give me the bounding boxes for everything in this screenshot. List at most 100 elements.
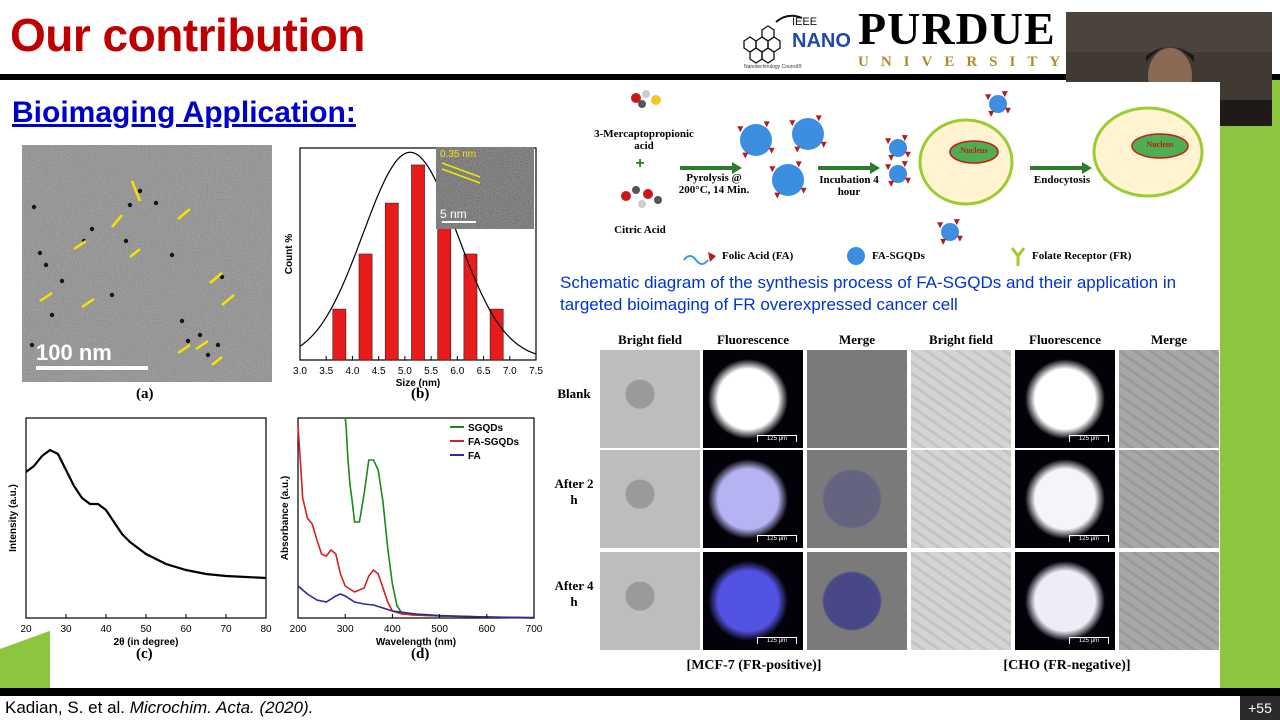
legend-entry: SGQDs <box>468 423 503 434</box>
nanoparticle-dot <box>123 238 129 244</box>
x-tick-label: 200 <box>290 624 307 635</box>
cell-imaging-grid: Bright field Fluorescence Merge Bright fiel… <box>550 326 1220 684</box>
fa-sgqd-particle <box>772 164 804 196</box>
nanoparticle-dot <box>59 278 65 284</box>
row-header: After 4 h <box>554 578 594 609</box>
fa-ligand <box>985 94 992 101</box>
nanoparticle-dot <box>43 262 49 268</box>
tem-image: 100 nm <box>22 145 272 382</box>
fa-ligand <box>737 126 744 133</box>
x-tick-label: 7.0 <box>503 366 517 377</box>
x-tick-label: 7.5 <box>529 366 543 377</box>
x-tick-label: 50 <box>140 624 152 635</box>
microscopy-tile <box>807 350 907 448</box>
uv-vis-chart: SGQDs FA-SGQDs FA 200 300 400 500 600 700 Wavelen… <box>280 417 543 648</box>
microscopy-tile: 125 μm <box>703 350 803 448</box>
citation: Kadian, S. et al. Microchim. Acta. (2020… <box>0 696 1245 720</box>
footer-divider <box>0 688 1280 696</box>
scale-bar: 125 μm <box>757 637 797 644</box>
x-axis-label: Wavelength (nm) <box>376 637 456 648</box>
row-header: After 2 h <box>554 476 594 507</box>
scale-bar: 125 μm <box>757 535 797 542</box>
column-header: Bright field <box>618 332 682 347</box>
tem-arrow <box>177 208 191 220</box>
fa-ligand <box>904 177 911 184</box>
citation-journal: Microchim. Acta. (2020). <box>129 698 314 717</box>
microscopy-tile: 125 μm <box>703 450 803 548</box>
fa-ligand <box>904 151 911 158</box>
header-divider <box>0 74 1280 80</box>
microscopy-tile <box>1119 350 1219 448</box>
tem-arrow <box>129 248 141 258</box>
folic-acid-icon <box>683 255 709 265</box>
fa-ligand <box>937 222 944 229</box>
x-tick-label: 6.0 <box>450 366 464 377</box>
citation-authors: Kadian, S. et al. <box>5 698 130 717</box>
fa-ligand <box>888 154 895 161</box>
fa-ligand <box>940 238 947 245</box>
decorative-green-corner <box>0 610 50 688</box>
scale-bar: 125 μm <box>1069 637 1109 644</box>
histogram-bar <box>384 202 399 361</box>
tem-arrow <box>73 239 87 251</box>
fa-ligand <box>794 146 801 153</box>
svg-text:+: + <box>635 155 644 172</box>
nanoparticle-dot <box>31 204 37 210</box>
column-header: Fluorescence <box>717 332 789 347</box>
microscopy-tile: 125 μm <box>1015 552 1115 650</box>
fa-ligand <box>820 141 827 148</box>
nanoparticle-dot <box>29 342 35 348</box>
x-tick-label: 6.5 <box>477 366 491 377</box>
nucleus-label-1: Nucleus <box>960 146 988 155</box>
fa-ligand <box>885 138 892 145</box>
graphene-icon <box>743 14 803 64</box>
column-header: Fluorescence <box>1029 332 1101 347</box>
plot-frame <box>25 417 267 619</box>
tem-arrow <box>221 294 235 306</box>
legend-folic-acid: Folic Acid (FA) <box>722 250 794 262</box>
panel-a-label: (a) <box>136 386 154 402</box>
x-tick-label: 700 <box>526 624 543 635</box>
tem-arrow <box>195 339 209 351</box>
x-tick-label: 4.0 <box>345 366 359 377</box>
x-tick-label: 60 <box>180 624 192 635</box>
row-header: Blank <box>557 386 591 401</box>
fa-ligand <box>988 110 995 117</box>
fa-sgqd-particle <box>889 165 907 183</box>
fa-sgqd-particle <box>740 124 772 156</box>
column-header: Bright field <box>929 332 993 347</box>
reagent-citric-acid: Citric Acid <box>614 224 666 236</box>
nanoparticle-dot <box>215 342 221 348</box>
panel-c-label: (c) <box>136 646 153 662</box>
spectrum-line-fa <box>297 585 535 619</box>
lattice-spacing-label: 0.35 nm <box>440 149 477 160</box>
panel-b-label: (b) <box>411 386 430 402</box>
purdue-wordmark: PURDUE <box>858 4 1056 54</box>
x-tick-label: 80 <box>260 624 272 635</box>
histogram-bar <box>358 253 373 361</box>
fa-ligand <box>769 166 776 173</box>
fa-ligand <box>795 161 802 168</box>
participant-count-badge[interactable]: +55 <box>1240 696 1280 720</box>
fa-ligand <box>815 115 822 122</box>
nanoparticle-dot <box>49 312 55 318</box>
histogram-bar <box>463 253 478 361</box>
tem-arrow <box>211 356 223 366</box>
xrd-pattern-line <box>25 448 267 580</box>
fa-ligand <box>956 235 963 242</box>
microscopy-tile <box>1119 552 1219 650</box>
microscopy-tile: 125 μm <box>703 552 803 650</box>
purdue-logo: PURDUE UNIVERSITY <box>858 4 1068 74</box>
microscopy-tile: 125 μm <box>1015 450 1115 548</box>
column-header: Merge <box>1150 332 1188 347</box>
size-distribution-chart: 3.0 3.5 4.0 4.5 5.0 5.5 6.0 6.5 7.0 7.5 Size (nm) C… <box>284 147 543 389</box>
microscopy-tile <box>600 450 700 548</box>
nanoparticle-dot <box>37 250 43 256</box>
legend-entry: FA-SGQDs <box>468 437 520 448</box>
x-tick-label: 3.0 <box>293 366 307 377</box>
x-tick-label: 5.5 <box>424 366 438 377</box>
scale-bar: 125 μm <box>757 435 797 442</box>
ieee-small-text: IEEE <box>792 16 818 28</box>
x-tick-label: 500 <box>431 624 448 635</box>
nanoparticle-dot <box>205 352 211 358</box>
